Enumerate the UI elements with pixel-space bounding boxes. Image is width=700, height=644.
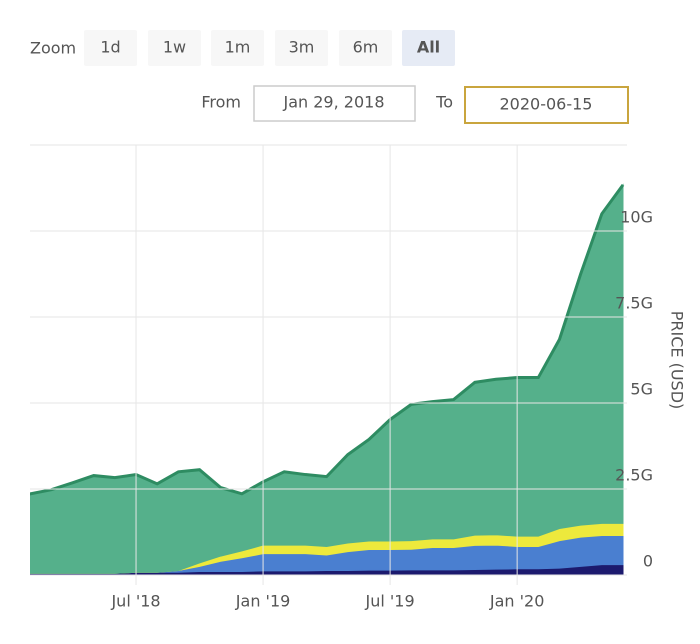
from-value[interactable]: Jan 29, 2018	[283, 93, 385, 112]
from-label: From	[201, 93, 241, 112]
y-tick-label: 0	[643, 552, 653, 571]
y-axis-title: PRICE (USD)	[668, 311, 687, 410]
zoom-button-label[interactable]: 1w	[163, 38, 186, 57]
zoom-button-label[interactable]: 1d	[100, 38, 120, 57]
zoom-button[interactable]	[148, 30, 201, 66]
x-tick-label: Jul '18	[110, 592, 160, 611]
zoom-button-label[interactable]: 3m	[289, 38, 315, 57]
zoom-button-label[interactable]: All	[417, 38, 440, 57]
y-tick-label: 2.5G	[615, 466, 653, 485]
from-input[interactable]	[253, 85, 416, 122]
zoom-button[interactable]	[211, 30, 264, 66]
to-value[interactable]: 2020-06-15	[500, 95, 593, 114]
zoom-button[interactable]	[339, 30, 392, 66]
zoom-button-label[interactable]: 6m	[353, 38, 379, 57]
y-tick-label: 5G	[630, 380, 653, 399]
y-tick-label: 7.5G	[615, 294, 653, 313]
zoom-label: Zoom	[30, 39, 76, 58]
x-tick-label: Jan '19	[235, 592, 291, 611]
zoom-button[interactable]	[402, 30, 455, 66]
x-tick-label: Jul '19	[365, 592, 415, 611]
y-tick-label: 10G	[620, 208, 653, 227]
area-top-line	[30, 184, 625, 496]
zoom-button[interactable]	[84, 30, 137, 66]
zoom-button[interactable]	[275, 30, 328, 66]
zoom-button-label[interactable]: 1m	[225, 38, 251, 57]
to-input[interactable]	[464, 86, 629, 124]
plot-area	[30, 183, 625, 576]
area	[30, 183, 624, 574]
x-tick-label: Jan '20	[489, 592, 545, 611]
to-label: To	[435, 93, 453, 112]
